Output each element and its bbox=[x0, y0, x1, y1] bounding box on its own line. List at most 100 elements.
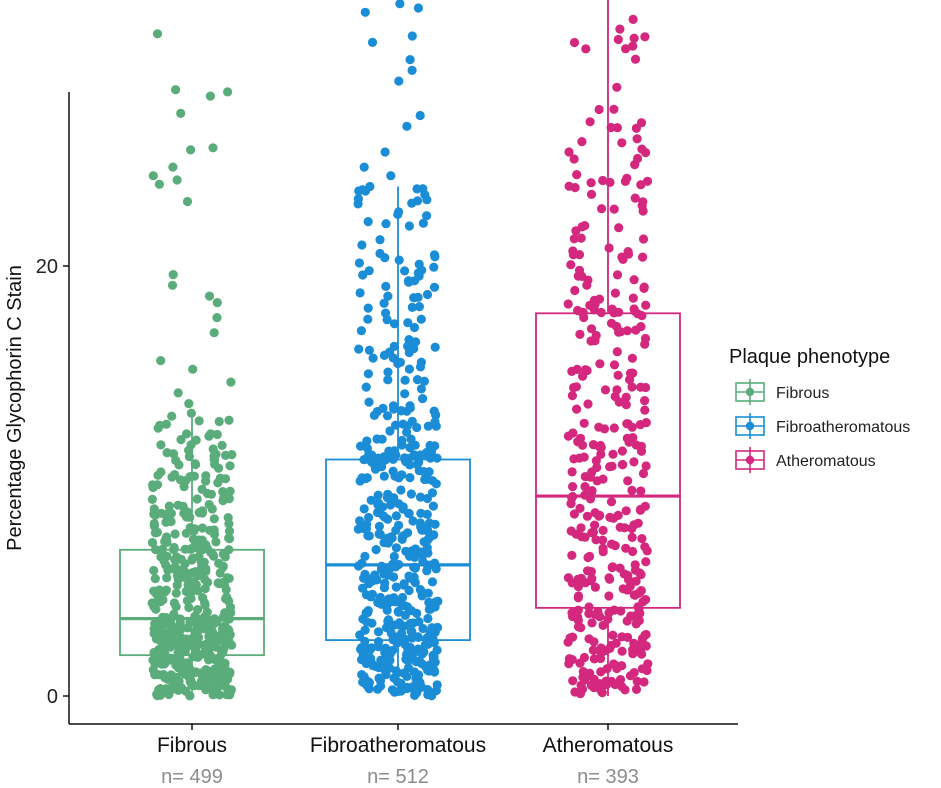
data-point bbox=[564, 659, 574, 669]
data-point bbox=[612, 82, 622, 92]
data-point bbox=[606, 640, 617, 650]
data-point bbox=[208, 690, 218, 700]
data-point bbox=[161, 560, 171, 570]
data-point bbox=[636, 504, 646, 514]
data-point bbox=[569, 234, 579, 244]
data-point bbox=[625, 671, 636, 681]
data-point bbox=[608, 449, 618, 459]
data-point bbox=[368, 353, 378, 363]
data-point bbox=[405, 442, 415, 453]
outlier-point bbox=[168, 162, 178, 172]
data-point bbox=[398, 419, 408, 429]
outlier-point bbox=[171, 85, 181, 95]
data-point bbox=[422, 211, 432, 221]
data-point bbox=[154, 585, 164, 595]
data-point bbox=[389, 572, 399, 582]
data-point bbox=[360, 678, 370, 688]
data-point bbox=[417, 591, 427, 601]
data-point bbox=[568, 676, 578, 686]
data-point bbox=[627, 422, 637, 432]
data-point bbox=[225, 486, 235, 496]
data-point bbox=[638, 197, 648, 207]
data-point bbox=[391, 511, 401, 521]
data-point bbox=[191, 435, 201, 445]
data-point bbox=[197, 484, 207, 494]
data-point bbox=[162, 537, 172, 547]
data-point bbox=[215, 568, 225, 578]
data-point bbox=[610, 679, 620, 690]
data-point bbox=[193, 632, 204, 643]
data-point bbox=[575, 329, 585, 339]
legend-title: Plaque phenotype bbox=[729, 346, 890, 368]
data-point bbox=[357, 670, 367, 680]
data-point bbox=[595, 612, 605, 622]
data-point bbox=[163, 654, 173, 664]
data-point bbox=[617, 252, 627, 262]
data-point bbox=[430, 441, 440, 451]
data-point bbox=[364, 531, 374, 541]
data-point bbox=[385, 347, 395, 357]
data-point bbox=[176, 554, 186, 564]
legend-key-dot bbox=[745, 421, 755, 431]
data-point bbox=[404, 221, 414, 231]
group-fibroatheromatous bbox=[325, 0, 471, 701]
outlier-point bbox=[209, 328, 219, 338]
sample-size-label: n= 499 bbox=[161, 766, 223, 788]
data-point bbox=[636, 586, 646, 596]
data-point bbox=[609, 204, 619, 214]
data-point bbox=[427, 488, 438, 498]
data-point bbox=[181, 476, 191, 486]
data-point bbox=[182, 512, 192, 522]
outlier-point bbox=[360, 7, 370, 17]
data-point bbox=[383, 367, 393, 377]
data-point bbox=[375, 529, 385, 540]
data-point bbox=[409, 293, 419, 303]
data-point bbox=[630, 54, 641, 64]
data-point bbox=[382, 605, 392, 615]
data-point bbox=[629, 638, 639, 649]
data-point bbox=[357, 240, 367, 250]
data-point bbox=[621, 44, 631, 54]
data-point bbox=[381, 219, 391, 229]
data-point bbox=[148, 480, 158, 490]
data-point bbox=[386, 596, 396, 606]
data-point bbox=[407, 626, 417, 636]
data-point bbox=[622, 616, 632, 626]
data-point bbox=[224, 573, 234, 584]
data-point bbox=[403, 528, 413, 538]
data-point bbox=[417, 550, 428, 560]
data-point bbox=[582, 511, 593, 521]
data-point bbox=[412, 375, 423, 385]
data-point bbox=[418, 394, 428, 404]
data-point bbox=[640, 396, 650, 406]
data-point bbox=[629, 457, 639, 467]
data-point bbox=[422, 289, 433, 300]
outlier-point bbox=[394, 76, 404, 86]
data-point bbox=[641, 629, 651, 640]
data-point bbox=[567, 391, 578, 401]
data-point bbox=[583, 566, 593, 576]
data-point bbox=[360, 551, 370, 562]
data-point bbox=[200, 583, 210, 594]
data-point bbox=[402, 602, 412, 612]
outlier-point bbox=[184, 399, 194, 409]
data-point bbox=[621, 543, 631, 553]
data-point bbox=[182, 429, 192, 439]
data-point bbox=[386, 496, 396, 506]
data-point bbox=[406, 489, 416, 499]
data-point bbox=[415, 492, 426, 502]
data-point bbox=[638, 252, 648, 262]
data-point bbox=[162, 448, 172, 458]
data-point bbox=[422, 195, 432, 205]
data-point bbox=[209, 454, 219, 464]
data-point bbox=[598, 175, 608, 186]
outlier-point bbox=[413, 3, 423, 13]
outlier-point bbox=[212, 298, 222, 308]
data-point bbox=[383, 615, 394, 625]
data-point bbox=[587, 486, 597, 496]
data-point bbox=[214, 416, 224, 427]
data-point bbox=[156, 552, 166, 562]
data-point bbox=[563, 637, 573, 647]
data-point bbox=[569, 383, 579, 393]
data-point bbox=[361, 474, 371, 484]
